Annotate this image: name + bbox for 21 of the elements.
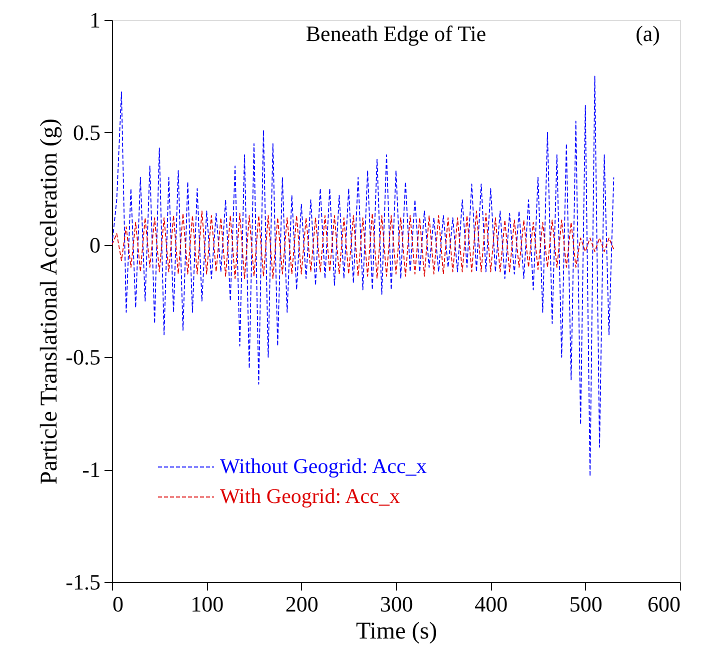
chart-title: Beneath Edge of Tie	[306, 21, 486, 46]
y-tick-label: -1	[82, 457, 100, 482]
line-series	[112, 76, 614, 477]
y-axis-title: Particle Translational Acceleration (g)	[36, 118, 63, 484]
legend-label: Without Geogrid: Acc_x	[220, 454, 428, 478]
y-tick-label: 0	[90, 232, 100, 258]
y-tick-label: 0.5	[73, 120, 100, 145]
x-tick-label: 300	[380, 592, 413, 616]
annotation: (a)	[636, 21, 660, 46]
x-tick-label: 0	[112, 592, 124, 616]
x-tick-label: 100	[190, 592, 224, 616]
x-tick-label: 500	[569, 592, 602, 616]
line-series	[112, 210, 614, 279]
y-tick-label: 1	[90, 8, 100, 32]
x-axis-title: Time (s)	[356, 618, 438, 644]
legend-label: With Geogrid: Acc_x	[220, 484, 400, 508]
x-tick-label: 400	[474, 592, 508, 616]
x-tick-label: 600	[648, 592, 680, 616]
y-tick-label: -0.5	[66, 344, 100, 370]
y-tick-label: -1.5	[66, 570, 100, 594]
x-tick-label: 200	[285, 592, 318, 616]
